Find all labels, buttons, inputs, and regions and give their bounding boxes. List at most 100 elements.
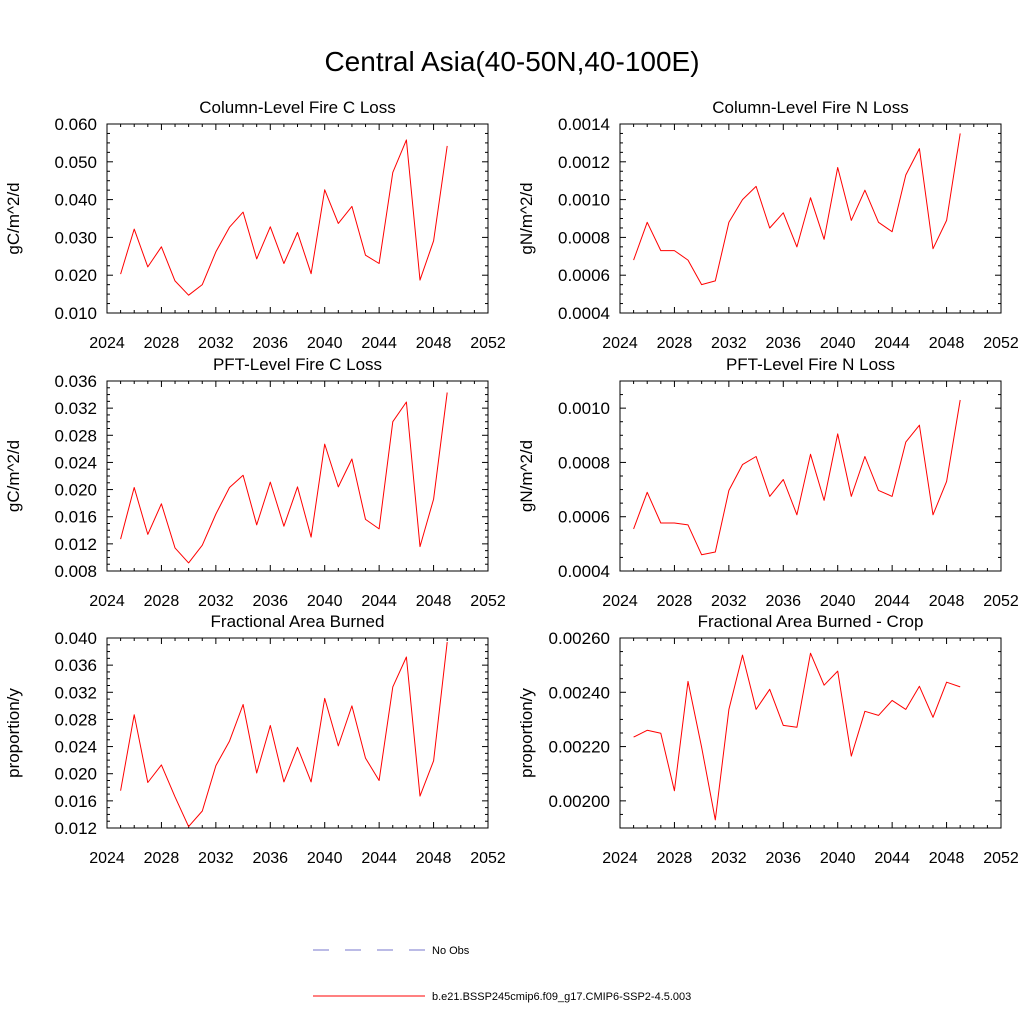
x-tick-label: 2052 — [470, 335, 506, 352]
panel-5: 2024 2028 2032 2036 2040 2044 2048 2052 0.012 0.0… — [4, 612, 506, 867]
x-tick-label: 2044 — [361, 335, 397, 352]
y-tick-label: 0.0008 — [558, 228, 610, 247]
y-axis-label: gC/m^2/d — [4, 182, 23, 254]
y-tick-label: 0.024 — [54, 738, 97, 757]
panel-title: PFT-Level Fire N Loss — [726, 355, 895, 374]
y-tick-label: 0.012 — [54, 535, 97, 554]
legend-label: b.e21.BSSP245cmip6.f09_g17.CMIP6-SSP2-4.… — [432, 991, 691, 1003]
x-tick-label: 2032 — [198, 335, 234, 352]
y-tick-label: 0.050 — [54, 153, 97, 172]
series-line — [120, 392, 448, 564]
panel-6: 2024 2028 2032 2036 2040 2044 2048 2052 0.00200 0… — [517, 612, 1019, 867]
x-tick-label: 2028 — [657, 850, 693, 867]
y-tick-label: 0.00200 — [549, 792, 610, 811]
y-tick-label: 0.0014 — [558, 115, 610, 134]
y-axis-label: gN/m^2/d — [517, 440, 536, 512]
series-line — [633, 652, 961, 821]
legend-entry: b.e21.BSSP245cmip6.f09_g17.CMIP6-SSP2-4.… — [313, 991, 691, 1003]
y-tick-label: 0.0008 — [558, 453, 610, 472]
panel-title: Fractional Area Burned - Crop — [698, 612, 924, 631]
y-tick-label: 0.020 — [54, 481, 97, 500]
y-axis-label: gC/m^2/d — [4, 440, 23, 512]
x-tick-label: 2024 — [89, 335, 125, 352]
x-tick-label: 2040 — [307, 850, 343, 867]
y-tick-label: 0.040 — [54, 191, 97, 210]
y-tick-label: 0.036 — [54, 656, 97, 675]
panel-4: 2024 2028 2032 2036 2040 2044 2048 2052 0.0004 0.… — [517, 355, 1019, 610]
y-axis-label: proportion/y — [517, 688, 536, 778]
x-tick-label: 2024 — [89, 850, 125, 867]
y-tick-label: 0.030 — [54, 228, 97, 247]
plot-frame — [619, 123, 1002, 314]
x-tick-label: 2036 — [765, 335, 801, 352]
y-tick-label: 0.028 — [54, 710, 97, 729]
y-tick-label: 0.010 — [54, 304, 97, 323]
x-tick-label: 2052 — [983, 335, 1019, 352]
x-tick-label: 2044 — [874, 335, 910, 352]
x-tick-label: 2052 — [983, 850, 1019, 867]
x-tick-label: 2032 — [711, 335, 747, 352]
legend: No Obs b.e21.BSSP245cmip6.f09_g17.CMIP6-S… — [313, 945, 691, 1003]
panel-2: 2024 2028 2032 2036 2040 2044 2048 2052 0.0004 0.… — [517, 98, 1019, 352]
y-tick-label: 0.0004 — [558, 562, 610, 581]
y-axis-label: gN/m^2/d — [517, 182, 536, 254]
x-tick-label: 2044 — [874, 850, 910, 867]
x-tick-label: 2048 — [416, 593, 452, 610]
series-line — [633, 133, 961, 286]
y-tick-label: 0.020 — [54, 266, 97, 285]
y-tick-label: 0.0010 — [558, 191, 610, 210]
x-tick-label: 2048 — [929, 593, 965, 610]
y-tick-label: 0.008 — [54, 562, 97, 581]
x-tick-label: 2024 — [602, 593, 638, 610]
x-tick-label: 2036 — [252, 850, 288, 867]
y-tick-label: 0.0012 — [558, 153, 610, 172]
x-tick-label: 2040 — [820, 850, 856, 867]
legend-entry: No Obs — [313, 945, 470, 957]
x-tick-label: 2028 — [657, 335, 693, 352]
x-tick-label: 2028 — [144, 593, 180, 610]
x-tick-label: 2052 — [983, 593, 1019, 610]
figure-title: Central Asia(40-50N,40-100E) — [324, 46, 700, 77]
panel-title: Column-Level Fire C Loss — [199, 98, 396, 117]
y-tick-label: 0.0006 — [558, 266, 610, 285]
panel-3: 2024 2028 2032 2036 2040 2044 2048 2052 0.008 0.0… — [4, 355, 506, 610]
x-tick-label: 2028 — [657, 593, 693, 610]
y-tick-label: 0.016 — [54, 508, 97, 527]
series-line — [633, 399, 961, 556]
panel-title: Fractional Area Burned — [211, 612, 385, 631]
x-tick-label: 2024 — [602, 850, 638, 867]
x-tick-label: 2024 — [602, 335, 638, 352]
y-axis-label: proportion/y — [4, 688, 23, 778]
x-tick-label: 2032 — [711, 850, 747, 867]
y-tick-label: 0.032 — [54, 683, 97, 702]
x-tick-label: 2040 — [820, 593, 856, 610]
x-tick-label: 2040 — [820, 335, 856, 352]
y-tick-label: 0.040 — [54, 629, 97, 648]
x-tick-label: 2052 — [470, 850, 506, 867]
y-tick-label: 0.024 — [54, 453, 97, 472]
y-tick-label: 0.00220 — [549, 738, 610, 757]
y-tick-label: 0.032 — [54, 399, 97, 418]
x-tick-label: 2044 — [361, 593, 397, 610]
x-tick-label: 2024 — [89, 593, 125, 610]
x-tick-label: 2036 — [765, 593, 801, 610]
panel-title: Column-Level Fire N Loss — [712, 98, 909, 117]
y-tick-label: 0.0010 — [558, 399, 610, 418]
x-tick-label: 2044 — [361, 850, 397, 867]
legend-label: No Obs — [432, 945, 470, 957]
y-tick-label: 0.012 — [54, 819, 97, 838]
panel-title: PFT-Level Fire C Loss — [213, 355, 382, 374]
x-tick-label: 2048 — [416, 850, 452, 867]
y-tick-label: 0.028 — [54, 426, 97, 445]
x-tick-label: 2036 — [765, 850, 801, 867]
x-tick-label: 2032 — [198, 850, 234, 867]
x-tick-label: 2028 — [144, 335, 180, 352]
x-tick-label: 2040 — [307, 335, 343, 352]
x-tick-label: 2032 — [711, 593, 747, 610]
x-tick-label: 2036 — [252, 593, 288, 610]
series-line — [120, 139, 448, 296]
plot-frame — [619, 637, 1002, 829]
x-tick-label: 2044 — [874, 593, 910, 610]
